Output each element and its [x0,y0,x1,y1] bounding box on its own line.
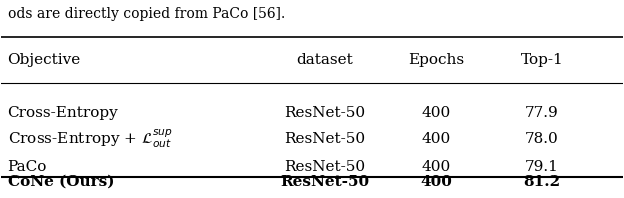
Text: Cross-Entropy: Cross-Entropy [7,106,119,120]
Text: ResNet-50: ResNet-50 [284,132,365,146]
Text: 400: 400 [421,175,452,189]
Text: ResNet-50: ResNet-50 [280,175,369,189]
Text: dataset: dataset [296,53,353,67]
Text: 77.9: 77.9 [525,106,558,120]
Text: Cross-Entropy + $\mathcal{L}_{out}^{sup}$: Cross-Entropy + $\mathcal{L}_{out}^{sup}… [7,128,172,150]
Text: 81.2: 81.2 [524,175,560,189]
Text: 400: 400 [422,106,451,120]
Text: Objective: Objective [7,53,81,67]
Text: PaCo: PaCo [7,160,47,174]
Text: Top-1: Top-1 [520,53,563,67]
Text: 400: 400 [422,132,451,146]
Text: ResNet-50: ResNet-50 [284,106,365,120]
Text: 78.0: 78.0 [525,132,558,146]
Text: ods are directly copied from PaCo [56].: ods are directly copied from PaCo [56]. [7,7,285,21]
Text: ResNet-50: ResNet-50 [284,160,365,174]
Text: 79.1: 79.1 [525,160,558,174]
Text: CoNe (Ours): CoNe (Ours) [7,175,114,189]
Text: 400: 400 [422,160,451,174]
Text: Epochs: Epochs [408,53,464,67]
